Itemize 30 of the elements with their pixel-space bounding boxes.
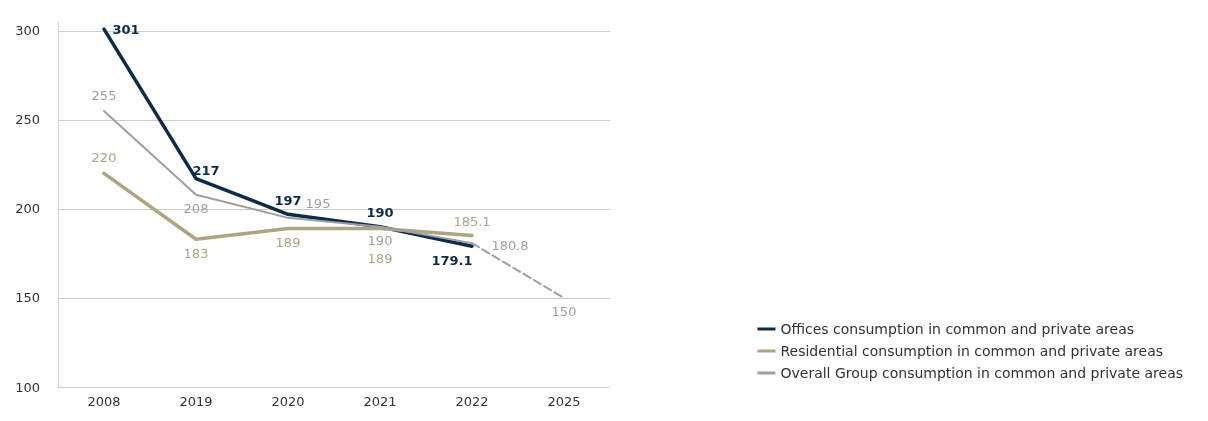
x-tick-label: 2008: [87, 394, 121, 409]
y-tick-label: 100: [15, 379, 40, 395]
y-tick-label: 250: [15, 112, 40, 128]
data-label: 150: [551, 304, 577, 320]
legend-label: Offices consumption in common and private areas: [780, 321, 1135, 337]
data-label: 197: [274, 192, 302, 208]
data-label: 180.8: [491, 237, 529, 253]
data-label: 183: [183, 245, 209, 261]
x-tick-label: 2022: [455, 394, 489, 409]
data-label: 255: [91, 87, 117, 103]
legend-label: Residential consumption in common and private areas: [780, 343, 1164, 359]
data-label: 217: [192, 163, 220, 179]
data-label: 185.1: [453, 213, 491, 229]
x-tick-label: 2019: [179, 394, 213, 409]
legend-label: Overall Group consumption in common and private areas: [780, 365, 1184, 381]
data-label: 190: [367, 233, 393, 249]
data-label: 208: [183, 201, 209, 217]
y-tick-label: 200: [15, 201, 40, 217]
data-label: 189: [275, 235, 301, 251]
data-label: 189: [367, 251, 393, 267]
y-tick-label: 150: [15, 290, 40, 306]
x-tick-label: 2020: [271, 394, 305, 409]
data-label: 190: [366, 205, 394, 221]
x-tick-label: 2021: [363, 394, 397, 409]
data-label: 195: [305, 196, 331, 212]
data-label: 220: [91, 149, 117, 165]
x-tick-label: 2025: [547, 394, 581, 409]
data-label: 301: [112, 21, 140, 37]
data-label: 179.1: [431, 252, 473, 268]
y-tick-label: 300: [15, 23, 40, 39]
